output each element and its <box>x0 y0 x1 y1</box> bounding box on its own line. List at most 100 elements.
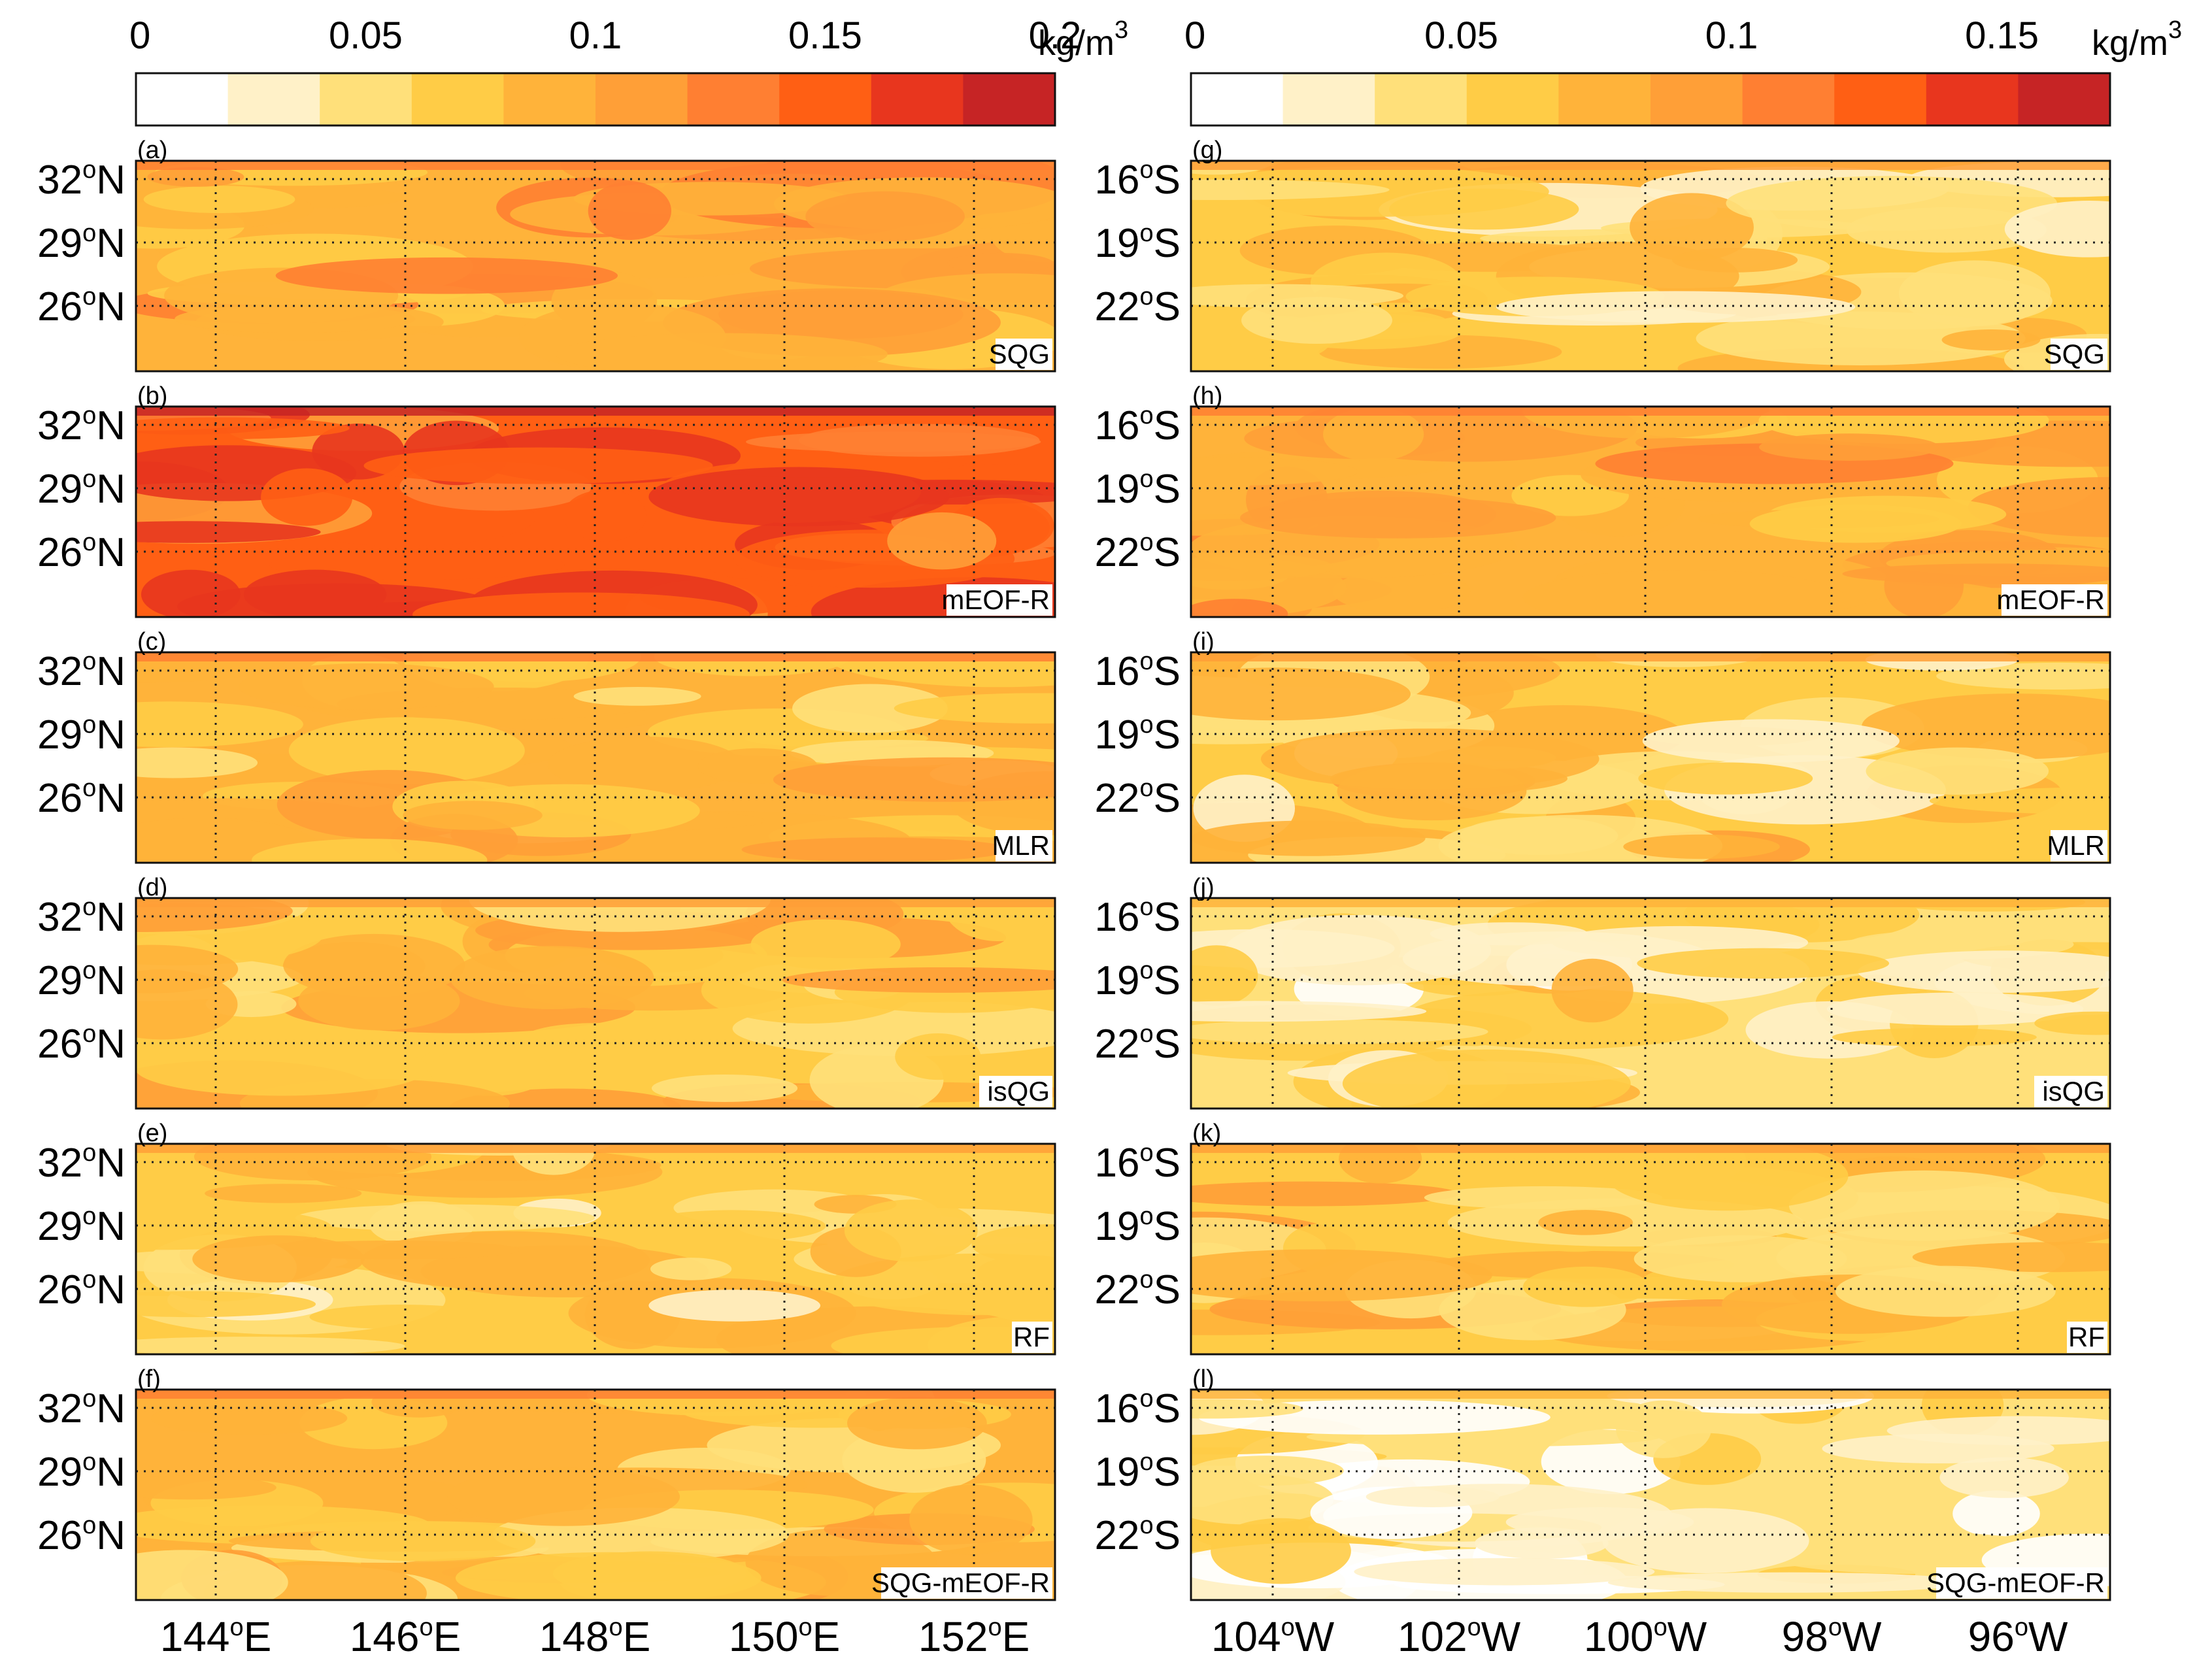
heatmap-contour <box>252 839 488 863</box>
y-tick-label: 22oS <box>1095 1512 1181 1558</box>
heatmap-contour <box>547 736 742 793</box>
method-label-bg <box>2034 1076 2107 1107</box>
heatmap-field <box>1191 652 2110 863</box>
panel-frame <box>1190 1143 2111 1356</box>
y-tick-label: 32oN <box>37 893 126 940</box>
heatmap-edge-band <box>1191 652 2110 661</box>
heatmap-contour <box>298 971 460 1031</box>
heatmap-contour <box>1191 1249 1492 1301</box>
heatmap-contour <box>1366 1486 1500 1507</box>
heatmap-edge-band <box>136 161 1055 170</box>
heatmap-contour <box>1638 762 1813 795</box>
y-tick-label: 16oS <box>1095 893 1181 940</box>
heatmap-contour <box>1211 1518 1351 1584</box>
heatmap-field <box>1191 898 2110 1109</box>
heatmap-contour <box>573 686 701 706</box>
colorbar-segment <box>963 73 1056 125</box>
panel-letter: (g) <box>1192 137 1222 164</box>
heatmap-field <box>1191 1390 2110 1600</box>
heatmap-contour <box>363 447 713 484</box>
colorbar-tick-label: 0.1 <box>1705 14 1758 57</box>
colorbar-segment <box>1651 73 1743 125</box>
panel-letter: (e) <box>137 1120 167 1147</box>
method-label-bg <box>2002 584 2107 616</box>
heatmap-contour <box>1842 563 2110 584</box>
y-tick-label: 26oN <box>37 1020 126 1067</box>
colorbar-frame <box>1190 72 2111 127</box>
heatmap-contour <box>1672 248 1798 273</box>
colorbar-tick-label: 0.15 <box>788 14 862 57</box>
panel-frame <box>135 651 1056 864</box>
panel-letter: (f) <box>137 1365 161 1393</box>
heatmap-contour <box>310 1521 536 1561</box>
heatmap-contour <box>1191 667 1411 721</box>
y-tick-label: 32oN <box>37 402 126 448</box>
heatmap-contour <box>205 1184 362 1203</box>
heatmap-contour <box>1240 497 1556 539</box>
y-tick-label: 19oS <box>1095 465 1181 512</box>
y-tick-label: 22oS <box>1095 529 1181 575</box>
heatmap-edge-band <box>1191 407 2110 416</box>
heatmap-contour <box>563 490 647 542</box>
method-label: SQG-mEOF-R <box>1926 1567 2105 1598</box>
y-tick-label: 32oN <box>37 156 126 203</box>
heatmap-contour <box>1424 1186 1663 1209</box>
heatmap-contour <box>1191 1399 1303 1419</box>
y-tick-label: 29oN <box>37 465 126 512</box>
heatmap-contour <box>1332 569 1471 614</box>
method-label-bg <box>996 339 1052 370</box>
method-label: isQG <box>987 1076 1050 1107</box>
method-label-bg <box>2051 830 2107 861</box>
heatmap-contour <box>750 919 901 969</box>
colorbar-segment <box>1375 73 1467 125</box>
colorbar-tick-label: 0.2 <box>1029 14 1082 57</box>
method-label-bg <box>996 830 1052 861</box>
y-tick-label: 19oS <box>1095 957 1181 1003</box>
heatmap-contour <box>1898 260 2051 326</box>
heatmap-contour <box>556 333 888 371</box>
y-tick-label: 29oN <box>37 711 126 758</box>
y-tick-label: 29oN <box>37 957 126 1003</box>
y-tick-label: 29oN <box>37 1448 126 1495</box>
y-tick-label: 29oN <box>37 1203 126 1249</box>
heatmap-contour <box>1522 570 1845 617</box>
colorbar-unit-label: kg/m3 <box>2092 16 2182 63</box>
heatmap-contour <box>150 1401 348 1435</box>
y-tick-label: 19oS <box>1095 1203 1181 1249</box>
heatmap-contour <box>741 837 1011 862</box>
heatmap-contour <box>799 424 1040 457</box>
heatmap-contour <box>193 1144 431 1181</box>
colorbar-segment <box>411 73 504 125</box>
method-label: mEOF-R <box>941 584 1050 615</box>
method-label-bg <box>979 1076 1052 1107</box>
heatmap-contour <box>360 1231 650 1290</box>
x-tick-label: 102oW <box>1398 1613 1521 1660</box>
panel-letter: (j) <box>1192 874 1215 901</box>
y-tick-label: 22oS <box>1095 775 1181 821</box>
heatmap-contour <box>1323 407 1424 461</box>
method-label: RF <box>2068 1322 2105 1352</box>
y-tick-label: 32oN <box>37 1385 126 1431</box>
heatmap-contour <box>261 468 353 526</box>
y-tick-label: 16oS <box>1095 1385 1181 1431</box>
y-tick-label: 26oN <box>37 1512 126 1558</box>
heatmap-edge-band <box>136 1390 1055 1399</box>
heatmap-contour <box>1606 1144 1849 1211</box>
colorbar-unit-label: kg/m3 <box>1038 16 1128 63</box>
method-label-bg <box>1012 1322 1052 1353</box>
heatmap-contour <box>136 521 321 543</box>
heatmap-contour <box>718 290 964 339</box>
heatmap-field <box>136 1390 1055 1600</box>
method-label-bg <box>947 584 1052 616</box>
method-label: isQG <box>2042 1076 2105 1107</box>
heatmap-contour <box>1191 179 1390 201</box>
panel-frame <box>1190 1388 2111 1601</box>
heatmap-contour <box>136 1550 288 1600</box>
heatmap-contour <box>909 1484 1033 1556</box>
heatmap-contour <box>1637 948 1890 979</box>
method-label: MLR <box>2047 830 2105 861</box>
heatmap-contour <box>947 252 1054 274</box>
colorbar-tick-label: 0.15 <box>1965 14 2039 57</box>
y-tick-label: 32oN <box>37 1139 126 1186</box>
y-tick-label: 26oN <box>37 775 126 821</box>
